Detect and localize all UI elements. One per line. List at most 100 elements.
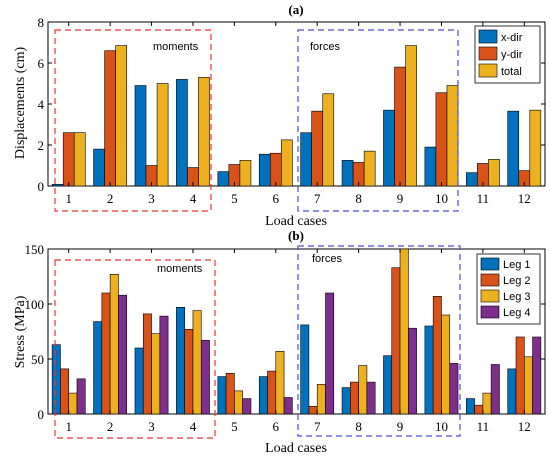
panel-b-title: (b) bbox=[288, 228, 304, 243]
panel-a-moments-box bbox=[54, 29, 212, 212]
x-tick-label: 9 bbox=[397, 419, 404, 434]
bar-leg-3-case-9 bbox=[399, 248, 409, 415]
bar-y-dir-case-6 bbox=[269, 152, 282, 187]
y-tick-label: 2 bbox=[38, 138, 45, 153]
bar-y-dir-case-7 bbox=[311, 110, 324, 187]
bar-total-case-11 bbox=[488, 159, 500, 187]
y-tick-label: 150 bbox=[25, 242, 45, 257]
y-tick-label: 4 bbox=[38, 97, 45, 112]
plot-frame bbox=[47, 248, 546, 415]
bar-leg-2-case-4 bbox=[184, 328, 194, 415]
bar-leg-3-case-2 bbox=[109, 273, 119, 415]
bar-leg-1-case-6 bbox=[258, 376, 268, 415]
bar-leg-1-case-5 bbox=[217, 376, 227, 415]
y-tick-label: 100 bbox=[25, 297, 45, 312]
x-tick-label: 6 bbox=[273, 191, 280, 206]
bar-x-dir-case-3 bbox=[134, 85, 147, 187]
bar-leg-2-case-3 bbox=[142, 313, 152, 415]
bar-leg-2-case-9 bbox=[391, 267, 401, 415]
panel-a-bars bbox=[51, 45, 542, 187]
y-tick-label: 0 bbox=[38, 179, 45, 194]
bar-y-dir-case-9 bbox=[394, 66, 406, 187]
bar-leg-1-case-10 bbox=[424, 325, 434, 415]
x-tick-label: 1 bbox=[65, 419, 72, 434]
x-tick-label: 7 bbox=[314, 419, 321, 434]
panel-a-legend: x-dir y-dir total bbox=[474, 25, 541, 84]
y-tick-label: 0 bbox=[38, 407, 45, 422]
bar-leg-3-case-12 bbox=[523, 356, 533, 415]
x-tick-label: 8 bbox=[355, 419, 362, 434]
x-tick-label: 5 bbox=[231, 419, 238, 434]
bar-leg-4-case-12 bbox=[532, 336, 542, 415]
legend-label: Leg 1 bbox=[503, 259, 531, 271]
x-tick-label: 2 bbox=[107, 191, 114, 206]
panel-b-y-ticks: 0 50 100 150 bbox=[25, 242, 545, 422]
bar-leg-4-case-6 bbox=[283, 397, 293, 415]
bar-total-case-9 bbox=[405, 45, 417, 187]
legend-label: x-dir bbox=[501, 32, 523, 44]
bar-x-dir-case-7 bbox=[300, 132, 312, 187]
bar-total-case-2 bbox=[115, 45, 127, 187]
panel-a-x-axis-label: Load cases bbox=[265, 214, 327, 229]
bar-total-case-1 bbox=[73, 132, 86, 187]
bar-x-dir-case-1 bbox=[51, 184, 64, 187]
bar-total-case-8 bbox=[363, 150, 376, 187]
bar-leg-3-case-4 bbox=[192, 310, 202, 415]
x-tick-label: 11 bbox=[477, 191, 490, 206]
bar-leg-4-case-5 bbox=[242, 398, 252, 415]
legend-swatch bbox=[480, 257, 500, 271]
y-tick-label: 6 bbox=[38, 56, 45, 71]
bar-leg-3-case-1 bbox=[68, 392, 78, 415]
bar-leg-4-case-9 bbox=[408, 327, 417, 415]
x-tick-label: 1 bbox=[65, 191, 72, 206]
x-tick-label: 7 bbox=[314, 191, 321, 206]
x-tick-label: 8 bbox=[355, 191, 362, 206]
legend-swatch bbox=[480, 289, 500, 303]
bar-leg-1-case-12 bbox=[507, 368, 517, 415]
bar-total-case-6 bbox=[281, 139, 293, 187]
panel-b-legend: Leg 1 Leg 2 Leg 3 Leg 4 bbox=[476, 253, 541, 325]
panel-b-forces-box bbox=[297, 245, 461, 437]
bar-x-dir-case-2 bbox=[93, 148, 105, 187]
bar-leg-4-case-11 bbox=[490, 364, 500, 415]
bar-x-dir-case-9 bbox=[383, 109, 395, 187]
bar-leg-1-case-9 bbox=[383, 355, 393, 415]
panel-b-y-axis-label: Stress (MPa) bbox=[13, 295, 28, 368]
bar-x-dir-case-5 bbox=[217, 171, 230, 187]
panel-b-axes bbox=[47, 248, 546, 415]
bar-total-case-3 bbox=[156, 83, 169, 187]
bar-y-dir-case-2 bbox=[104, 50, 116, 187]
x-tick-label: 5 bbox=[231, 191, 238, 206]
legend-swatch bbox=[480, 273, 500, 287]
bar-leg-4-case-8 bbox=[366, 381, 376, 415]
bar-y-dir-case-10 bbox=[435, 92, 448, 187]
legend-label: Leg 4 bbox=[503, 307, 531, 319]
panel-b-x-axis-label: Load cases bbox=[265, 441, 327, 456]
bar-leg-1-case-1 bbox=[51, 344, 61, 415]
legend-label: total bbox=[501, 66, 522, 78]
bar-leg-2-case-7 bbox=[308, 405, 318, 415]
bar-leg-2-case-11 bbox=[474, 404, 484, 415]
bar-x-dir-case-4 bbox=[176, 79, 188, 187]
bar-leg-4-case-4 bbox=[200, 339, 210, 415]
bar-x-dir-case-6 bbox=[258, 153, 271, 187]
bar-leg-3-case-5 bbox=[234, 390, 243, 415]
panel-b-moments-box bbox=[54, 259, 216, 439]
legend-swatch bbox=[480, 305, 500, 319]
bar-leg-1-case-11 bbox=[466, 398, 475, 415]
legend-swatch bbox=[478, 63, 498, 78]
bar-leg-2-case-5 bbox=[225, 372, 235, 415]
bar-x-dir-case-10 bbox=[424, 146, 437, 187]
y-tick-label: 8 bbox=[38, 15, 45, 30]
bar-leg-3-case-10 bbox=[441, 314, 451, 415]
bar-total-case-10 bbox=[446, 85, 459, 187]
panel-a-forces-label: forces bbox=[310, 41, 340, 53]
panel-b-x-ticks: 1 2 3 4 5 6 7 8 9 10 11 12 bbox=[65, 249, 531, 434]
bar-leg-1-case-4 bbox=[176, 306, 185, 415]
bar-leg-4-case-3 bbox=[159, 315, 169, 415]
panel-b-moments-label: moments bbox=[157, 263, 203, 275]
bar-leg-3-case-8 bbox=[358, 365, 368, 415]
panel-b-bars bbox=[51, 248, 542, 415]
